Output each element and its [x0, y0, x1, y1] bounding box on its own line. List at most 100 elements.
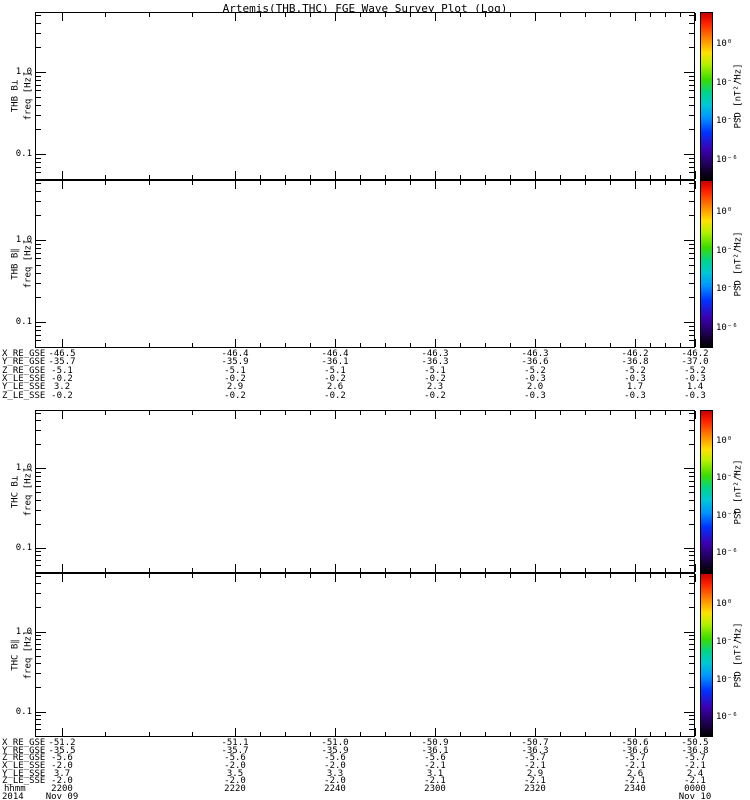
- x-tick: [260, 181, 261, 185]
- var-value: -2.0: [51, 761, 73, 771]
- y-tick: [36, 524, 41, 525]
- var-value: 2.9: [226, 382, 244, 392]
- var-value: 3.5: [226, 769, 244, 779]
- x-tick: [560, 411, 561, 415]
- y-tick: [36, 572, 41, 573]
- var-row-label: Z_LE_SSE: [2, 391, 46, 401]
- x-tick: [635, 171, 636, 179]
- time-tick-label: 2300: [424, 784, 446, 794]
- y-tick: [36, 639, 41, 640]
- y-tick: [36, 244, 41, 245]
- x-tick: [105, 568, 106, 572]
- var-value: -46.2: [681, 349, 709, 359]
- x-tick: [235, 339, 236, 347]
- x-tick: [695, 339, 696, 347]
- y-tick: [36, 72, 46, 73]
- x-tick: [635, 728, 636, 736]
- x-tick: [510, 181, 511, 185]
- y-tick: [689, 572, 694, 573]
- colorbar-tick-label: 10⁻⁴: [716, 284, 738, 294]
- y-tick: [689, 47, 694, 48]
- y-tick: [36, 468, 46, 469]
- y-tick: [36, 183, 41, 184]
- x-tick: [485, 343, 486, 347]
- y-tick: [36, 179, 41, 180]
- y-tick: [689, 715, 694, 716]
- x-tick: [285, 574, 286, 578]
- x-tick: [665, 568, 666, 572]
- time-tick-label: 2200: [51, 784, 73, 794]
- y-tick: [36, 80, 41, 81]
- y-tick: [689, 129, 694, 130]
- colorbar-tick-label: 10⁰: [716, 599, 733, 609]
- x-tick: [105, 13, 106, 17]
- y-tick: [689, 330, 694, 331]
- y-tick: [36, 215, 41, 216]
- var-value: 2.3: [426, 382, 444, 392]
- y-tick: [689, 492, 694, 493]
- var-value: -35.9: [321, 746, 349, 756]
- y-tick: [689, 583, 694, 584]
- y-tick: [36, 201, 41, 202]
- x-tick: [585, 181, 586, 185]
- x-tick: [560, 568, 561, 572]
- y-tick-label: 0.1: [15, 707, 32, 717]
- y-tick: [36, 240, 46, 241]
- x-tick: [650, 13, 651, 17]
- panel-ylabel-freq: freq [Hz]: [23, 239, 34, 289]
- x-tick: [680, 181, 681, 185]
- y-tick: [36, 129, 41, 130]
- time-axis-label: hhmm: [4, 784, 26, 794]
- x-tick: [235, 171, 236, 179]
- y-tick: [36, 253, 41, 254]
- var-value: -35.9: [221, 357, 249, 367]
- x-tick: [680, 411, 681, 415]
- x-tick: [385, 568, 386, 572]
- y-tick: [36, 248, 41, 249]
- var-row-label: Y_RE_GSE: [2, 746, 46, 756]
- y-tick: [36, 154, 46, 155]
- var-value: -51.1: [221, 738, 249, 748]
- var-value: -50.6: [621, 738, 649, 748]
- x-tick: [260, 574, 261, 578]
- x-tick: [360, 732, 361, 736]
- y-tick: [689, 644, 694, 645]
- y-tick: [689, 33, 694, 34]
- x-tick: [385, 175, 386, 179]
- y-tick: [689, 555, 694, 556]
- var-value: -2.1: [524, 776, 546, 786]
- var-value: -0.3: [524, 391, 546, 401]
- x-tick: [695, 171, 696, 179]
- x-tick: [510, 411, 511, 415]
- y-tick: [684, 468, 694, 469]
- colorbar: [700, 410, 713, 573]
- x-tick: [105, 343, 106, 347]
- x-tick: [695, 728, 696, 736]
- x-tick: [665, 181, 666, 185]
- y-tick: [689, 472, 694, 473]
- y-tick: [36, 687, 41, 688]
- var-row-label: Z_LE_SSE: [2, 776, 46, 786]
- y-tick: [689, 481, 694, 482]
- y-tick: [36, 551, 41, 552]
- y-tick: [684, 632, 694, 633]
- x-tick: [585, 574, 586, 578]
- var-value: -2.1: [624, 776, 646, 786]
- y-tick: [689, 560, 694, 561]
- y-tick: [36, 105, 41, 106]
- x-tick: [695, 181, 696, 189]
- colorbar-tick-label: 10⁰: [716, 436, 733, 446]
- y-tick: [36, 322, 46, 323]
- y-tick: [689, 729, 694, 730]
- var-value: -0.2: [324, 391, 346, 401]
- x-tick: [650, 175, 651, 179]
- var-value: -0.2: [224, 374, 246, 384]
- var-value: -2.0: [224, 761, 246, 771]
- y-tick: [36, 476, 41, 477]
- var-row-label: Z_RE_GSE: [2, 753, 46, 763]
- colorbar: [700, 180, 713, 348]
- var-value: -5.1: [51, 366, 73, 376]
- colorbar-tick-label: 10⁻⁶: [716, 155, 738, 165]
- y-tick: [689, 273, 694, 274]
